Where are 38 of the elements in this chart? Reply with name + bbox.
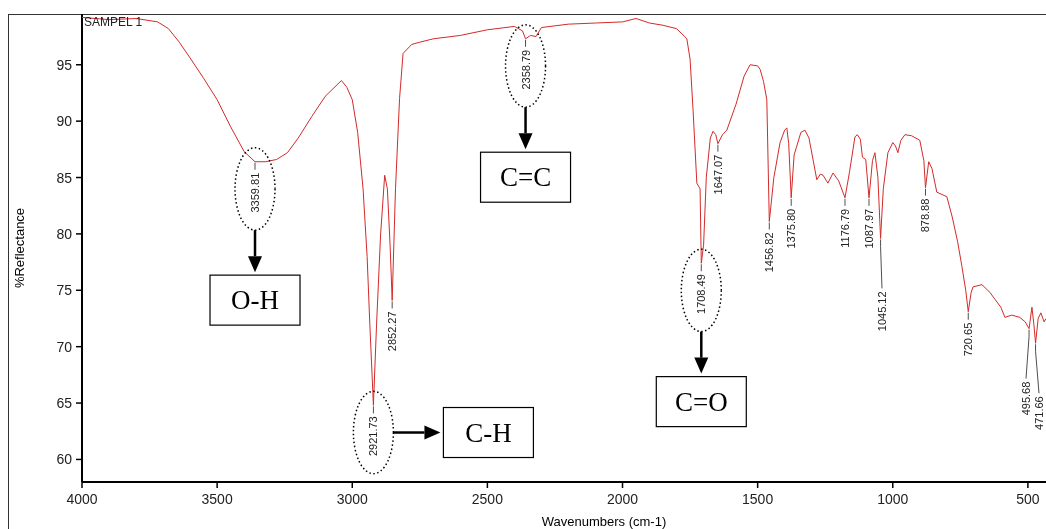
x-tick-label: 2000 (606, 491, 639, 507)
annotation: 720.65 (962, 322, 975, 357)
annotation: 471.66 (1033, 396, 1045, 430)
y-tick-label: 90 (56, 113, 73, 130)
y-tick-label: 95 (56, 56, 73, 73)
x-axis-title: Wavenumbers (cm-1) (541, 514, 667, 529)
annotation: 3359.81 (249, 172, 262, 213)
annotation: 1647.07 (711, 154, 724, 195)
x-tick-label: 3500 (201, 491, 233, 507)
annotation: C=O (674, 386, 728, 417)
annotation: 1176.79 (838, 208, 851, 248)
annotation: 1045.12 (875, 291, 888, 332)
x-tick-label: 1000 (877, 491, 909, 507)
x-tick-label: 4000 (66, 491, 98, 507)
annotation: 1087.97 (862, 208, 875, 249)
annotation: 1708.49 (695, 274, 708, 314)
annotation: SAMPEL 1 (84, 15, 143, 29)
x-tick-label: 500 (1016, 491, 1040, 507)
annotation: 2921.73 (367, 416, 380, 457)
x-tick-label: 3000 (336, 491, 369, 507)
annotation: 878.88 (919, 198, 932, 233)
annotation: 2852.27 (386, 311, 399, 352)
y-tick-label: 85 (56, 169, 73, 186)
annotation: O-H (231, 285, 280, 316)
y-tick-label: 70 (56, 338, 73, 355)
annotation: 1456.82 (763, 232, 776, 273)
annotation: C-H (465, 417, 512, 448)
annotation: C=C (499, 162, 552, 193)
y-tick-label: 75 (56, 282, 73, 299)
y-axis-title: %Reflectance (12, 207, 27, 289)
annotation: 495.68 (1020, 381, 1032, 416)
y-tick-label: 65 (56, 395, 73, 412)
x-tick-label: 1500 (742, 491, 774, 507)
annotation: 2358.79 (519, 49, 532, 90)
x-tick-label: 2500 (471, 491, 504, 507)
y-tick-label: 60 (56, 451, 73, 468)
annotation: 1375.80 (785, 208, 798, 249)
y-tick-label: 80 (56, 225, 73, 242)
